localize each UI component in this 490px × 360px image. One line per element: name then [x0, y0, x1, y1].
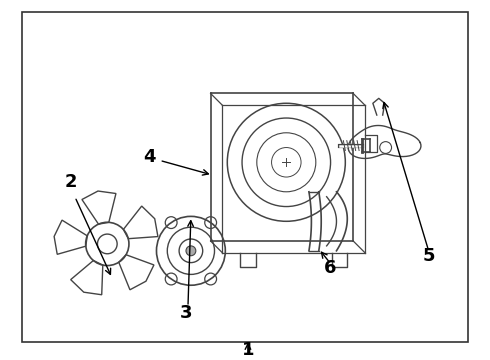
- Text: 6: 6: [324, 258, 337, 276]
- Text: 3: 3: [180, 304, 192, 322]
- Text: 1: 1: [242, 341, 254, 359]
- Text: 4: 4: [144, 148, 156, 166]
- Text: 2: 2: [65, 173, 77, 191]
- Circle shape: [186, 246, 196, 256]
- Text: 5: 5: [423, 247, 435, 265]
